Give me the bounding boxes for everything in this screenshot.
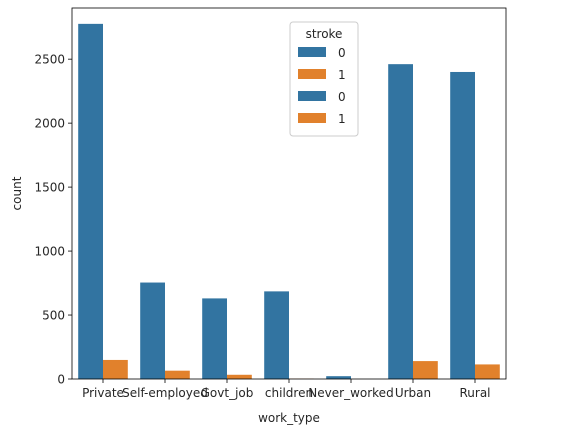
bar-never-worked-stroke-0 — [326, 376, 351, 379]
x-tick-label: Private — [82, 386, 124, 400]
bars-group — [78, 23, 500, 380]
legend-title: stroke — [306, 27, 343, 41]
x-tick-label: Rural — [459, 386, 490, 400]
y-tick-label: 0 — [57, 373, 65, 387]
legend-swatch — [298, 47, 326, 57]
y-tick-label: 1000 — [34, 245, 65, 259]
x-tick-label: Never_worked — [308, 386, 393, 400]
x-tick-label: Self-employed — [122, 386, 208, 400]
legend-label: 0 — [338, 90, 346, 104]
legend-entries: 0 1 0 1 — [298, 46, 346, 126]
x-tick-label: Urban — [395, 386, 431, 400]
legend-label: 0 — [338, 46, 346, 60]
bar-rural-stroke-1 — [475, 364, 500, 379]
y-tick-label: 1500 — [34, 181, 65, 195]
bar-private-stroke-1 — [103, 359, 128, 379]
y-tick-label: 2500 — [34, 53, 65, 67]
y-axis: 0 500 1000 1500 2000 2500 — [34, 53, 72, 387]
bar-self-employed-stroke-1 — [165, 370, 190, 379]
legend-swatch — [298, 91, 326, 101]
legend-swatch — [298, 69, 326, 79]
x-axis-label: work_type — [258, 411, 320, 425]
legend-label: 1 — [338, 68, 346, 82]
plot-frame — [71, 7, 507, 380]
x-tick-label: children — [265, 386, 313, 400]
bar-urban-stroke-1 — [413, 361, 438, 379]
bar-children-stroke-0 — [264, 291, 289, 379]
y-tick-label: 500 — [42, 309, 65, 323]
bar-govt-job-stroke-0 — [202, 298, 227, 379]
y-tick-label: 2000 — [34, 117, 65, 131]
bar-urban-stroke-0 — [388, 64, 413, 379]
bar-govt-job-stroke-1 — [227, 374, 252, 379]
legend-swatch — [298, 113, 326, 123]
legend: stroke 0 1 0 1 — [289, 21, 359, 137]
bar-rural-stroke-0 — [450, 71, 475, 379]
y-axis-label: count — [10, 176, 24, 210]
x-tick-label: Govt_job — [201, 386, 254, 400]
legend-label: 1 — [338, 112, 346, 126]
bar-private-stroke-0 — [78, 23, 103, 380]
bar-self-employed-stroke-0 — [140, 282, 165, 379]
